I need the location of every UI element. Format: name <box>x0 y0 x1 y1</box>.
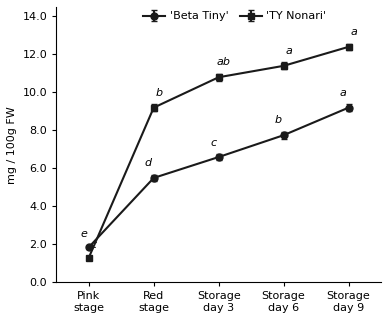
Text: b: b <box>155 88 163 98</box>
Text: a: a <box>350 27 357 37</box>
Text: a: a <box>340 88 347 98</box>
Y-axis label: mg / 100g FW: mg / 100g FW <box>7 106 17 184</box>
Text: c: c <box>210 138 217 148</box>
Text: c: c <box>91 240 97 250</box>
Text: b: b <box>275 115 282 125</box>
Text: a: a <box>286 46 292 56</box>
Legend: 'Beta Tiny', 'TY Nonari': 'Beta Tiny', 'TY Nonari' <box>139 7 331 26</box>
Text: e: e <box>80 229 87 239</box>
Text: ab: ab <box>217 57 231 67</box>
Text: d: d <box>145 158 152 168</box>
